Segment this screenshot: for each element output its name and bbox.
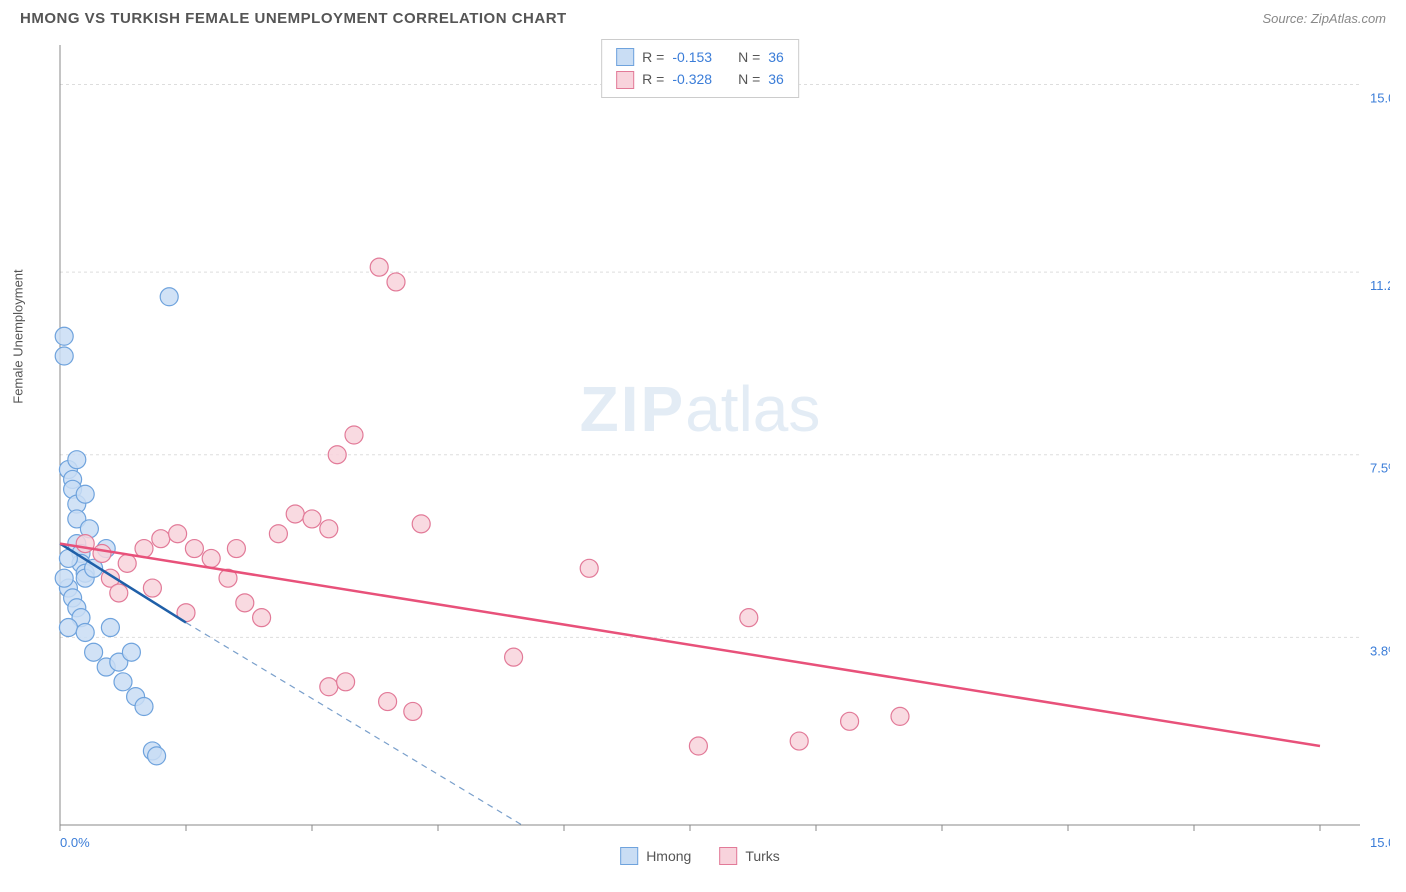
- series-legend-item: Hmong: [620, 847, 691, 865]
- series-legend: Hmong Turks: [620, 847, 780, 865]
- svg-text:15.0%: 15.0%: [1370, 90, 1390, 105]
- chart-container: Female Unemployment ZIPatlas 3.8%7.5%11.…: [10, 35, 1390, 865]
- r-label: R =: [642, 68, 664, 90]
- series-label: Hmong: [646, 848, 691, 864]
- r-value: -0.328: [672, 68, 712, 90]
- legend-swatch: [616, 71, 634, 89]
- chart-header: HMONG VS TURKISH FEMALE UNEMPLOYMENT COR…: [10, 10, 1396, 27]
- legend-row: R = -0.328 N = 36: [616, 68, 784, 90]
- svg-text:0.0%: 0.0%: [60, 835, 90, 850]
- legend-row: R = -0.153 N = 36: [616, 46, 784, 68]
- legend-swatch: [616, 48, 634, 66]
- scatter-chart: 3.8% 7.5% 11.2% 15.0% 0.0% 15.0%: [10, 35, 1390, 865]
- svg-text:15.0%: 15.0%: [1370, 835, 1390, 850]
- n-label: N =: [738, 46, 760, 68]
- series-label: Turks: [745, 848, 779, 864]
- svg-text:11.2%: 11.2%: [1370, 278, 1390, 293]
- svg-text:3.8%: 3.8%: [1370, 643, 1390, 658]
- n-value: 36: [768, 68, 784, 90]
- r-label: R =: [642, 46, 664, 68]
- chart-title: HMONG VS TURKISH FEMALE UNEMPLOYMENT COR…: [20, 10, 567, 27]
- y-axis-label: Female Unemployment: [11, 269, 26, 403]
- legend-swatch: [719, 847, 737, 865]
- legend-swatch: [620, 847, 638, 865]
- svg-text:7.5%: 7.5%: [1370, 461, 1390, 476]
- n-label: N =: [738, 68, 760, 90]
- series-legend-item: Turks: [719, 847, 779, 865]
- correlation-legend: R = -0.153 N = 36 R = -0.328 N = 36: [601, 39, 799, 98]
- n-value: 36: [768, 46, 784, 68]
- r-value: -0.153: [672, 46, 712, 68]
- source-attribution: Source: ZipAtlas.com: [1262, 11, 1386, 26]
